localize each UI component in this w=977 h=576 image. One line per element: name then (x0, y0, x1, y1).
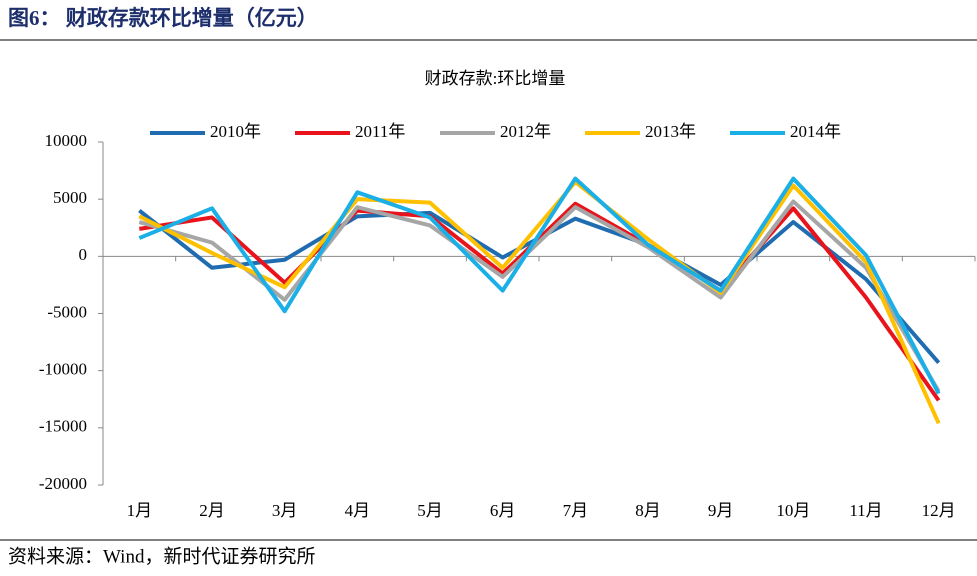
y-tick-label: 10000 (45, 131, 88, 150)
source: 资料来源：Wind，新时代证券研究所 (8, 545, 315, 567)
y-tick-label: -10000 (39, 360, 87, 379)
legend-label: 2013年 (645, 122, 696, 141)
series-line (138, 199, 941, 393)
y-tick-label: 5000 (53, 188, 87, 207)
y-tick-label: -20000 (39, 474, 87, 493)
y-tick-label: 0 (79, 245, 88, 264)
legend-label: 2010年 (210, 122, 261, 141)
x-tick-label: 4月 (345, 501, 371, 520)
x-tick-label: 6月 (490, 501, 516, 520)
legend-label: 2012年 (500, 122, 551, 141)
x-tick-label: 3月 (272, 501, 298, 520)
x-tick-label: 1月 (127, 501, 153, 520)
y-tick-label: -15000 (39, 417, 87, 436)
series-line (138, 180, 941, 425)
x-tick-label: 11月 (849, 501, 882, 520)
x-tick-label: 9月 (708, 501, 734, 520)
page-title: 图6： 财政存款环比增量（亿元） (8, 6, 318, 30)
x-tick-label: 8月 (635, 501, 661, 520)
x-tick-label: 2月 (199, 501, 225, 520)
y-tick-label: -5000 (47, 302, 87, 321)
x-tick-label: 10月 (776, 501, 810, 520)
x-tick-label: 7月 (563, 501, 589, 520)
series-line (139, 201, 941, 402)
x-tick-label: 12月 (922, 501, 956, 520)
legend-label: 2011年 (355, 122, 405, 141)
x-tick-label: 5月 (417, 501, 443, 520)
legend-label: 2014年 (790, 122, 841, 141)
series-line (138, 176, 941, 395)
chart-title: 财政存款:环比增量 (425, 69, 566, 88)
